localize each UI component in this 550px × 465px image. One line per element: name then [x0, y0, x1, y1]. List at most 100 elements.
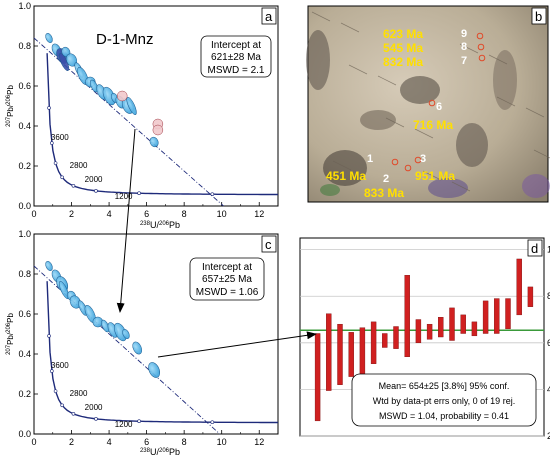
panel-d-bars	[314, 258, 534, 422]
panel-d-error-bar	[505, 298, 511, 330]
analysis-spot	[391, 158, 399, 166]
panelA-data-ellipse	[149, 136, 159, 148]
panel-d-letter-box	[527, 239, 543, 257]
panelA-data-ellipse	[45, 33, 53, 43]
micrograph-spot-number: 6	[436, 101, 442, 113]
panelC-concordia-curve	[46, 281, 278, 424]
panel-d-error-bar	[370, 321, 377, 364]
panelA-concordia-marker	[71, 184, 76, 188]
panel-d-error-bar	[438, 317, 444, 338]
micrograph-fracture	[340, 22, 360, 33]
panel-c-ticks: 0 2 4 6 8 10 12 1.0 0.8 0.6 0.4 0.2 0.0	[18, 229, 264, 447]
panel-d-error-bar	[337, 323, 343, 385]
panelA-concordia-marker	[137, 191, 141, 196]
panel-a-ellipses	[45, 33, 164, 148]
panel-a-intercept-box	[200, 35, 272, 78]
micrograph-spot-number: 3	[420, 153, 426, 165]
micrograph-fracture	[332, 160, 352, 171]
panelA-concordia-marker	[53, 161, 58, 165]
analysis-spot	[414, 156, 422, 164]
panel-c-intercept-line1: Intercept at	[202, 262, 252, 273]
panel-c-letter-box	[261, 235, 277, 253]
panel-a-intercept-line2: 621±28 Ma	[211, 52, 261, 63]
panel-a: 0 2 4 6 8 10 12 1.0 0.8 0.6 0.4 0.2 0.0 3600 2800 2000…	[6, 1, 279, 230]
panelA-y-tick-label: 0.6	[18, 81, 31, 91]
arrow-c-to-d	[157, 331, 317, 358]
panel-c-intercept-box	[189, 257, 265, 301]
panel-d-error-bar	[382, 333, 388, 348]
panel-a-ticks: 0 2 4 6 8 10 12 1.0 0.8 0.6 0.4 0.2 0.0	[18, 1, 264, 219]
micrograph-fracture	[459, 43, 479, 54]
panel-d-error-bar	[494, 298, 500, 334]
panelC-concordia-marker	[210, 420, 215, 425]
panelA-concordia-marker	[210, 192, 215, 197]
micrograph-spot-number: 1	[367, 153, 373, 165]
micrograph-age-label: 951 Ma	[415, 169, 455, 183]
panel-d-error-bar	[471, 321, 478, 337]
panel-d-error-bar	[404, 275, 410, 358]
micrograph-texture	[306, 11, 550, 198]
panelA-x-tick-label: 10	[217, 209, 227, 219]
panel-d-error-bar	[460, 314, 466, 334]
panel-d-error-bar	[415, 319, 422, 344]
micrograph-grain	[320, 184, 340, 196]
panel-d-error-bar	[326, 313, 332, 391]
micrograph-spot-number: 9	[461, 28, 467, 40]
panelA-age-label: 3600	[51, 133, 69, 142]
arrow-a-to-c	[116, 128, 136, 313]
micrograph-spot-number: 8	[461, 41, 467, 53]
panelC-y-tick-label: 0.4	[18, 349, 31, 359]
panelC-x-tick-label: 6	[144, 437, 149, 447]
panelC-data-ellipse	[92, 316, 104, 328]
panel-d-y-tick-label: 400	[547, 384, 550, 394]
panel-b-letter-box	[531, 7, 547, 25]
micrograph-age-label: 833 Ma	[364, 186, 404, 200]
panelA-x-tick-label: 8	[182, 209, 187, 219]
panel-d-stats-box	[351, 373, 537, 427]
panelA-y-tick-label: 1.0	[18, 1, 31, 11]
panelC-concordia-marker	[50, 369, 54, 373]
panelC-concordia-marker	[94, 417, 98, 421]
panel-d-error-bar	[426, 323, 433, 340]
panel-d-error-bar	[393, 326, 399, 349]
micrograph-grain	[323, 150, 367, 186]
panelA-age-label: 1200	[115, 192, 133, 201]
panel-c-ylabel: 207Pb/206Pb	[6, 313, 15, 355]
panelC-age-label: 1200	[115, 420, 133, 429]
panelA-y-tick-label: 0.4	[18, 121, 31, 131]
panel-c-mswd: MSWD = 1.06	[196, 287, 259, 298]
panelA-x-tick-label: 4	[107, 209, 112, 219]
panelA-concordia-curve	[46, 53, 278, 196]
panelA-x-tick-label: 12	[254, 209, 264, 219]
micrograph-grain	[522, 174, 550, 198]
panelC-y-tick-label: 0.0	[18, 429, 31, 439]
panelA-data-ellipse	[89, 79, 99, 93]
panelC-x-tick-label: 0	[31, 437, 36, 447]
micrograph-age-label: 451 Ma	[326, 169, 366, 183]
micrograph-fracture	[311, 11, 331, 22]
analysis-spot	[476, 32, 484, 40]
analysis-spot	[404, 164, 412, 172]
panelA-y-tick-label: 0.0	[18, 201, 31, 211]
analysis-spot	[477, 43, 485, 51]
panel-d-y-tick-label: 600	[547, 338, 550, 348]
micrograph-fracture	[348, 64, 368, 75]
analysis-spot	[478, 54, 486, 62]
panelC-concordia-marker	[53, 389, 58, 393]
panel-d-error-bar	[482, 300, 489, 334]
panelC-data-ellipse	[58, 281, 70, 299]
micrograph-grain	[306, 30, 330, 90]
panel-d-error-bar	[527, 286, 534, 307]
panelC-x-tick-label: 12	[254, 437, 264, 447]
panelC-x-tick-label: 10	[217, 437, 227, 447]
panel-a-ylabel: 207Pb/206Pb	[6, 85, 15, 127]
micrograph-age-label: 832 Ma	[383, 55, 423, 69]
micrograph-age-label: 716 Ma	[413, 118, 453, 132]
panelA-concordia-marker	[50, 141, 54, 145]
panelA-data-ellipse	[126, 97, 137, 115]
micrograph-grain	[493, 50, 517, 110]
panel-c-ellipses	[45, 261, 161, 378]
panel-d-letter: d	[531, 241, 538, 256]
panelC-age-label: 2000	[85, 403, 103, 412]
